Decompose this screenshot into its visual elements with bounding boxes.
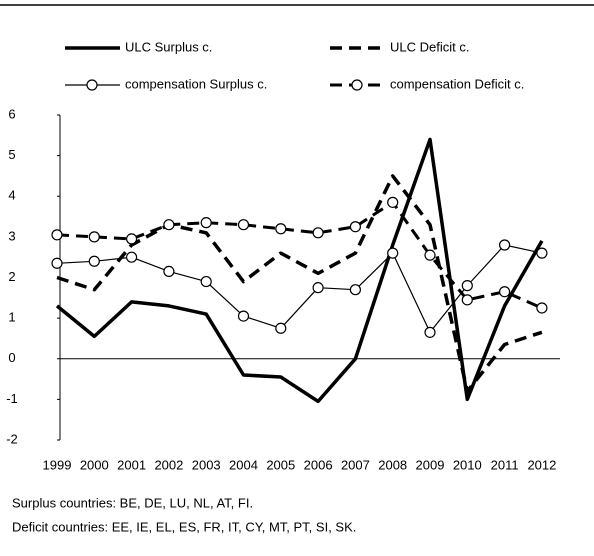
point-marker: [126, 251, 138, 263]
footnote: Deficit countries: EE, IE, EL, ES, FR, I…: [12, 519, 356, 534]
point-marker: [499, 239, 511, 251]
x-tick-label: 2012: [527, 457, 556, 472]
point-marker: [536, 302, 548, 314]
point-marker: [312, 282, 324, 294]
legend-marker: [86, 79, 98, 91]
y-tick-label: 4: [8, 188, 15, 203]
y-tick-label: 1: [8, 310, 15, 325]
x-tick-label: 2006: [304, 457, 333, 472]
legend-label: ULC Deficit c.: [390, 39, 469, 54]
point-marker: [200, 275, 212, 288]
point-marker: [51, 229, 63, 241]
x-tick-label: 2010: [453, 457, 482, 472]
x-tick-label: 2011: [491, 457, 519, 472]
point-marker: [237, 310, 250, 322]
point-marker: [51, 257, 63, 269]
point-marker: [237, 219, 250, 231]
point-marker: [88, 231, 100, 243]
x-tick-label: 2008: [378, 457, 407, 472]
point-marker: [126, 233, 138, 245]
y-tick-label: -1: [6, 391, 18, 406]
y-tick-label: -2: [6, 431, 18, 446]
point-marker: [461, 280, 473, 292]
x-tick-label: 2000: [80, 457, 109, 472]
point-marker: [163, 265, 175, 278]
footnote: Surplus countries: BE, DE, LU, NL, AT, F…: [12, 495, 253, 510]
y-tick-label: 0: [8, 350, 15, 365]
x-tick-label: 2005: [266, 457, 295, 472]
point-marker: [461, 294, 473, 306]
series-line: [56, 200, 543, 310]
y-tick-label: 3: [8, 228, 15, 243]
x-tick-label: 1999: [43, 457, 72, 472]
point-marker: [424, 249, 436, 261]
x-tick-label: 2002: [154, 457, 183, 472]
x-tick-label: 2004: [229, 457, 258, 472]
point-marker: [275, 223, 287, 235]
legend-label: compensation Deficit c.: [390, 76, 524, 91]
point-marker: [349, 284, 361, 296]
point-marker: [536, 247, 548, 259]
x-tick-label: 2007: [341, 457, 370, 472]
point-marker: [88, 255, 100, 267]
y-tick-label: 5: [8, 147, 15, 162]
point-marker: [275, 322, 287, 334]
x-tick-label: 2001: [117, 457, 146, 472]
x-tick-label: 2003: [192, 457, 221, 472]
point-marker: [499, 286, 511, 298]
x-tick-label: 2009: [416, 457, 445, 472]
point-marker: [424, 326, 436, 338]
point-marker: [312, 227, 324, 239]
legend-label: ULC Surplus c.: [125, 39, 212, 54]
y-tick-label: 2: [8, 269, 15, 284]
legend-label: compensation Surplus c.: [125, 76, 267, 91]
series-line: [56, 174, 543, 394]
point-marker: [200, 217, 212, 229]
series-line: [55, 137, 544, 404]
point-marker: [387, 196, 399, 208]
point-marker: [387, 247, 399, 259]
point-marker: [163, 219, 175, 231]
y-tick-label: 6: [8, 106, 15, 121]
legend-marker: [351, 79, 363, 91]
point-marker: [349, 221, 361, 233]
